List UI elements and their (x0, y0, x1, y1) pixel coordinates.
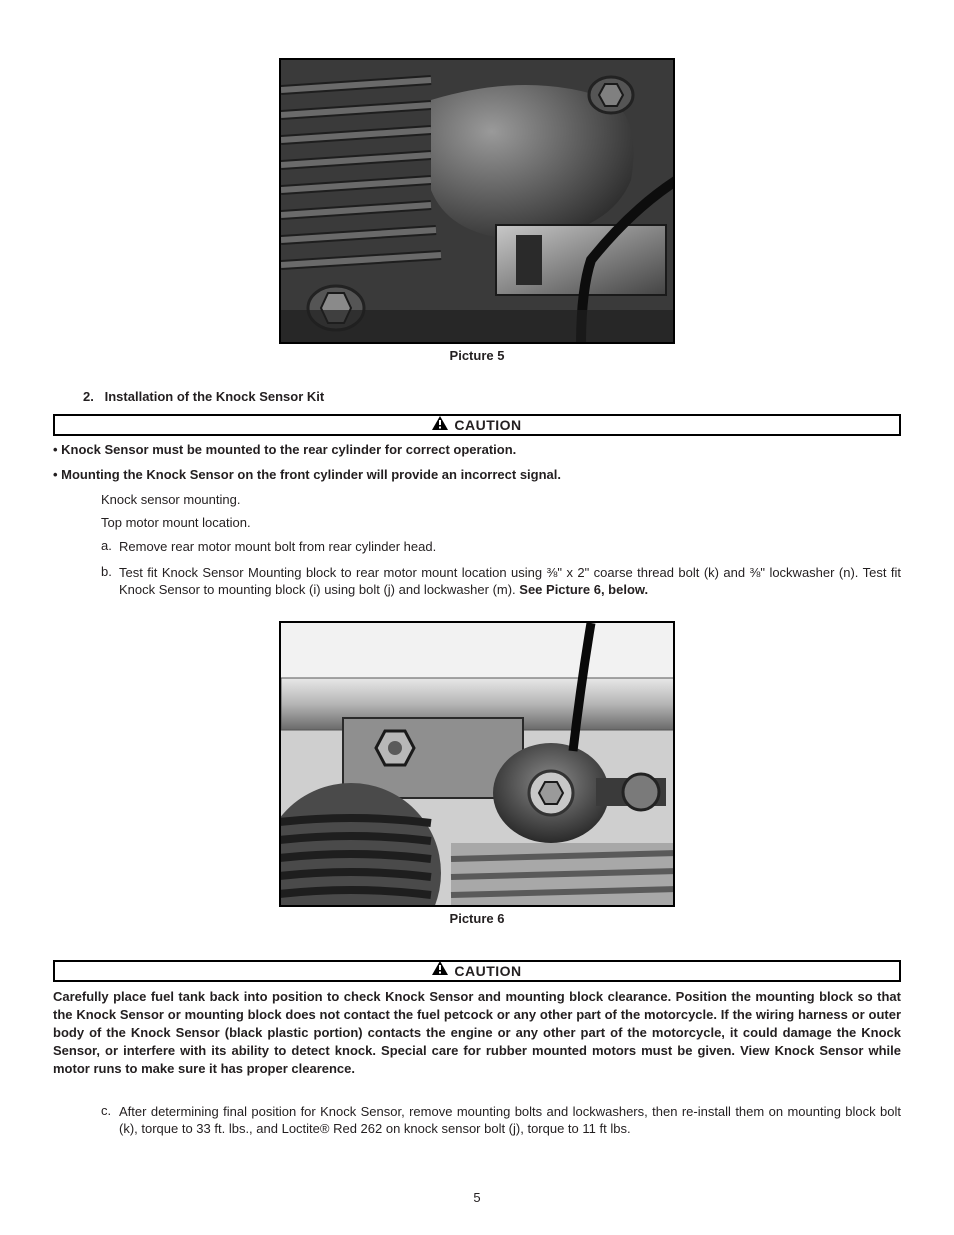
caution-1-label: CAUTION (454, 417, 521, 433)
page-number: 5 (0, 1190, 954, 1205)
caution-2-label: CAUTION (454, 963, 521, 979)
step-b: b. Test fit Knock Sensor Mounting block … (101, 564, 901, 599)
section-2-number: 2. (83, 389, 101, 404)
step-a-text: Remove rear motor mount bolt from rear c… (119, 538, 901, 556)
warning-icon (432, 961, 448, 980)
figure-6-image (279, 621, 675, 907)
step-c-text: After determining final position for Kno… (119, 1103, 901, 1138)
warning-icon (432, 416, 448, 435)
section-2-title: Installation of the Knock Sensor Kit (105, 389, 325, 404)
step-a: a. Remove rear motor mount bolt from rea… (101, 538, 901, 556)
step-b-letter: b. (101, 564, 119, 599)
step-b-bold: See Picture 6, below. (519, 582, 648, 597)
step-a-letter: a. (101, 538, 119, 556)
caution-1-bullet-1: • Knock Sensor must be mounted to the re… (53, 442, 901, 457)
figure-5-image (279, 58, 675, 344)
caution-bar-1: CAUTION (53, 414, 901, 436)
body-line-1: Knock sensor mounting. (101, 492, 901, 507)
caution-1-bullet-2: • Mounting the Knock Sensor on the front… (53, 467, 901, 482)
figure-5-caption: Picture 5 (450, 348, 505, 363)
caution-bar-2: CAUTION (53, 960, 901, 982)
step-b-text: Test fit Knock Sensor Mounting block to … (119, 564, 901, 599)
figure-6: Picture 6 (53, 621, 901, 926)
step-c: c. After determining final position for … (101, 1103, 901, 1138)
section-2-heading: 2. Installation of the Knock Sensor Kit (83, 389, 901, 404)
figure-6-caption: Picture 6 (450, 911, 505, 926)
figure-5: Picture 5 (53, 58, 901, 363)
body-line-2: Top motor mount location. (101, 515, 901, 530)
step-c-letter: c. (101, 1103, 119, 1138)
caution-2-text: Carefully place fuel tank back into posi… (53, 988, 901, 1079)
step-b-pre: Test fit Knock Sensor Mounting block to … (119, 565, 901, 598)
